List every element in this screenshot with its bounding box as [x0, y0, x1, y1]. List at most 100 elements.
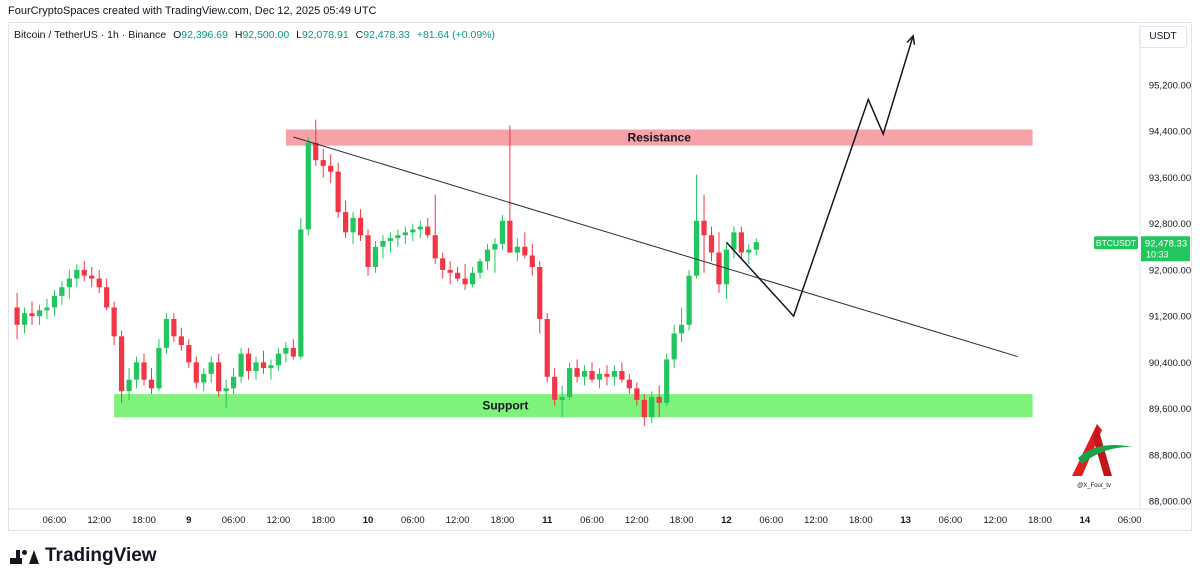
candle-body[interactable]: [290, 347, 296, 357]
candle-body[interactable]: [731, 232, 737, 250]
candle-body[interactable]: [738, 232, 744, 253]
candle-body[interactable]: [417, 226, 423, 230]
candle-body[interactable]: [596, 373, 603, 380]
candle-body[interactable]: [343, 212, 349, 233]
current-price-tag[interactable]: [1141, 236, 1190, 262]
candle-body[interactable]: [275, 353, 282, 366]
candle-body[interactable]: [357, 217, 364, 236]
candle-body[interactable]: [36, 310, 43, 317]
candle-body[interactable]: [216, 362, 222, 392]
candle-body[interactable]: [51, 295, 58, 308]
candle-body[interactable]: [104, 287, 110, 308]
candle-body[interactable]: [402, 232, 408, 236]
descending-trendline[interactable]: [293, 136, 1018, 358]
candle-body[interactable]: [604, 373, 610, 377]
candle-body[interactable]: [626, 379, 632, 389]
candle-body[interactable]: [171, 319, 177, 337]
candle-body[interactable]: [671, 333, 677, 360]
candle-body[interactable]: [238, 353, 244, 377]
candle-body[interactable]: [552, 376, 558, 400]
candle-body[interactable]: [380, 241, 386, 247]
candle-body[interactable]: [425, 226, 431, 236]
candle-body[interactable]: [365, 235, 371, 267]
candle-body[interactable]: [753, 242, 759, 250]
candle-body[interactable]: [514, 246, 520, 253]
candle-body[interactable]: [559, 397, 565, 400]
candle-body[interactable]: [141, 362, 147, 380]
symbol-name[interactable]: Bitcoin / TetherUS · 1h · Binance: [14, 29, 167, 41]
candle-body[interactable]: [268, 365, 274, 369]
candle-body[interactable]: [686, 275, 692, 325]
candle-body[interactable]: [716, 252, 722, 285]
candle-body[interactable]: [313, 142, 319, 161]
candle-body[interactable]: [462, 278, 468, 285]
candle-body[interactable]: [484, 249, 491, 262]
candle-body[interactable]: [507, 220, 513, 253]
candle-body[interactable]: [29, 313, 35, 317]
candle-body[interactable]: [634, 388, 640, 400]
candle-body[interactable]: [477, 261, 483, 273]
candle-body[interactable]: [522, 246, 528, 256]
candle-body[interactable]: [544, 319, 550, 377]
currency-button[interactable]: USDT: [1139, 26, 1187, 48]
candle-body[interactable]: [320, 160, 326, 166]
candle-body[interactable]: [81, 269, 87, 276]
candle-body[interactable]: [14, 307, 20, 325]
candle-body[interactable]: [701, 220, 707, 236]
candle-body[interactable]: [253, 362, 259, 371]
candle-body[interactable]: [59, 287, 65, 296]
candle-body[interactable]: [44, 307, 50, 311]
candle-body[interactable]: [193, 362, 199, 383]
candle-body[interactable]: [641, 399, 647, 418]
candle-body[interactable]: [335, 171, 341, 213]
candle-body[interactable]: [231, 376, 237, 389]
candle-body[interactable]: [537, 267, 543, 319]
candle-body[interactable]: [746, 249, 752, 253]
candle-body[interactable]: [260, 362, 267, 369]
candle-body[interactable]: [499, 220, 506, 244]
candle-body[interactable]: [328, 165, 334, 172]
candle-body[interactable]: [283, 347, 289, 354]
candle-body[interactable]: [372, 246, 379, 267]
candle-body[interactable]: [529, 255, 535, 267]
candle-body[interactable]: [208, 362, 214, 374]
candle-body[interactable]: [469, 272, 476, 285]
candle-body[interactable]: [589, 371, 595, 380]
candle-body[interactable]: [111, 307, 117, 337]
candle-body[interactable]: [567, 368, 573, 397]
candle-body[interactable]: [395, 235, 401, 239]
candle-body[interactable]: [574, 368, 580, 377]
candle-body[interactable]: [186, 345, 192, 363]
tradingview-logo[interactable]: TradingView: [10, 545, 157, 567]
candle-body[interactable]: [305, 142, 311, 230]
candle-body[interactable]: [66, 278, 72, 288]
candle-body[interactable]: [693, 220, 700, 276]
candle-body[interactable]: [656, 397, 662, 403]
candle-body[interactable]: [387, 238, 394, 241]
candle-body[interactable]: [89, 275, 95, 279]
projection-path[interactable]: [725, 35, 914, 318]
candle-body[interactable]: [723, 249, 730, 285]
candle-body[interactable]: [708, 235, 715, 253]
candle-body[interactable]: [245, 353, 252, 371]
candle-body[interactable]: [619, 371, 625, 380]
candle-body[interactable]: [410, 229, 416, 233]
candle-body[interactable]: [350, 217, 356, 233]
candle-body[interactable]: [74, 269, 80, 279]
candle-body[interactable]: [432, 235, 438, 259]
candle-body[interactable]: [455, 272, 461, 279]
candle-body[interactable]: [126, 379, 132, 392]
candle-body[interactable]: [223, 388, 229, 392]
candle-body[interactable]: [447, 269, 453, 273]
candle-body[interactable]: [178, 336, 184, 345]
candle-body[interactable]: [492, 243, 498, 250]
candle-body[interactable]: [611, 371, 618, 377]
candle-body[interactable]: [163, 319, 170, 348]
candle-body[interactable]: [96, 278, 102, 288]
candle-body[interactable]: [679, 324, 685, 334]
candle-body[interactable]: [581, 371, 588, 377]
candle-body[interactable]: [298, 229, 304, 357]
candle-body[interactable]: [649, 397, 655, 418]
candle-body[interactable]: [201, 373, 207, 383]
candle-body[interactable]: [664, 359, 670, 403]
